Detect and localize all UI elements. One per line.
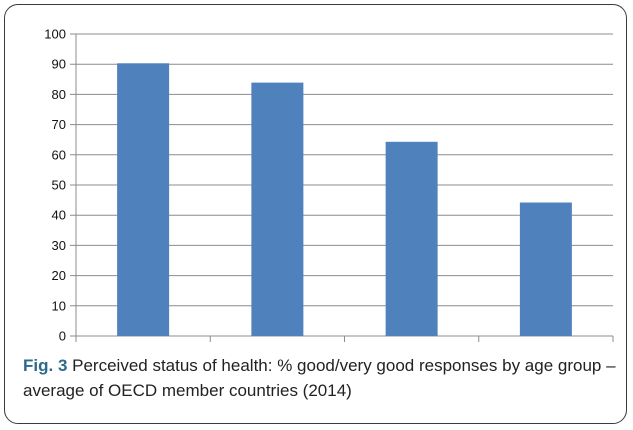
y-tick-label: 60 bbox=[52, 147, 66, 162]
y-tick-label: 40 bbox=[52, 208, 66, 223]
bar-15-24 bbox=[117, 63, 170, 336]
y-tick-label: 20 bbox=[52, 268, 66, 283]
y-tick-label: 70 bbox=[52, 117, 66, 132]
y-tick-label: 80 bbox=[52, 87, 66, 102]
y-tick-label: 90 bbox=[52, 57, 66, 72]
bar-45-64 bbox=[385, 141, 438, 336]
y-tick-label: 0 bbox=[59, 329, 66, 344]
bar-65+ bbox=[519, 202, 572, 336]
y-tick-label: 10 bbox=[52, 298, 66, 313]
y-axis-ticks: 0 10 20 30 40 50 60 70 80 90 100 bbox=[44, 27, 66, 344]
bar-25-44 bbox=[251, 82, 304, 336]
bars bbox=[117, 63, 572, 336]
figure-label: Fig. 3 bbox=[23, 356, 68, 375]
figure-caption-text: Perceived status of health: % good/very … bbox=[23, 356, 616, 400]
y-tick-label: 100 bbox=[44, 27, 66, 42]
y-tick-label: 30 bbox=[52, 238, 66, 253]
y-tick-label: 50 bbox=[52, 178, 66, 193]
figure-caption: Fig. 3 Perceived status of health: % goo… bbox=[23, 353, 623, 403]
